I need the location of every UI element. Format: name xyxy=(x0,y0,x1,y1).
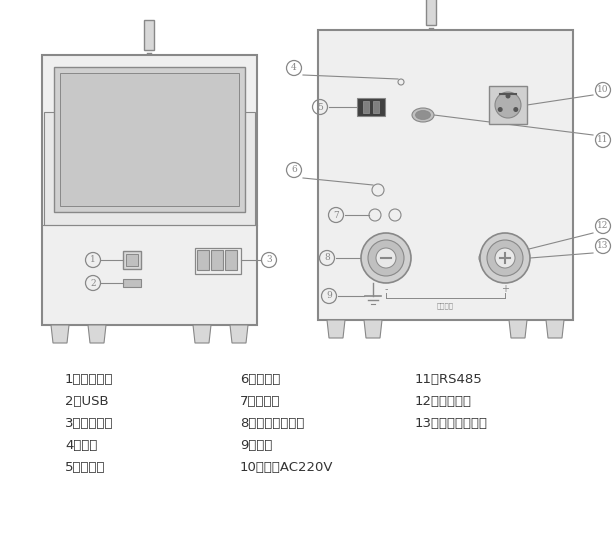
Ellipse shape xyxy=(416,111,430,120)
Text: 放電端子: 放電端子 xyxy=(437,302,454,309)
Polygon shape xyxy=(230,325,248,343)
Circle shape xyxy=(495,248,515,268)
Polygon shape xyxy=(51,325,69,343)
Circle shape xyxy=(498,107,503,112)
Circle shape xyxy=(376,248,396,268)
Text: 2：USB: 2：USB xyxy=(65,395,109,408)
Text: 3：放电开关: 3：放电开关 xyxy=(65,417,114,430)
Bar xyxy=(126,254,138,266)
Text: 9：地线: 9：地线 xyxy=(240,439,273,452)
Polygon shape xyxy=(327,320,345,338)
Text: 8：放电端子负极: 8：放电端子负极 xyxy=(240,417,305,430)
Polygon shape xyxy=(193,325,211,343)
Bar xyxy=(144,20,154,50)
Bar xyxy=(123,279,141,287)
Bar xyxy=(44,112,255,225)
Text: 10：电源AC220V: 10：电源AC220V xyxy=(240,461,333,474)
Bar xyxy=(60,73,239,206)
Text: 10: 10 xyxy=(597,85,608,95)
Text: 12：反接指示: 12：反接指示 xyxy=(415,395,472,408)
Text: 2: 2 xyxy=(90,279,96,287)
Bar xyxy=(318,30,573,320)
Bar xyxy=(357,98,385,116)
Circle shape xyxy=(368,240,404,276)
Bar xyxy=(426,0,436,25)
Bar xyxy=(363,101,369,113)
Bar xyxy=(197,250,209,270)
Circle shape xyxy=(513,107,518,112)
Circle shape xyxy=(361,233,411,283)
Text: 3: 3 xyxy=(266,256,272,265)
Bar xyxy=(373,101,379,113)
Text: 6: 6 xyxy=(291,165,297,175)
Text: 11：RS485: 11：RS485 xyxy=(415,373,483,386)
Text: 5: 5 xyxy=(317,103,323,112)
Bar xyxy=(54,67,245,212)
Circle shape xyxy=(487,240,523,276)
Text: 1: 1 xyxy=(90,256,96,265)
Text: 9: 9 xyxy=(326,292,332,301)
Text: 7: 7 xyxy=(333,211,339,220)
FancyBboxPatch shape xyxy=(42,55,257,325)
Text: -: - xyxy=(384,284,388,294)
Polygon shape xyxy=(546,320,564,338)
Text: 6：总电流: 6：总电流 xyxy=(240,373,281,386)
Text: 4: 4 xyxy=(291,63,297,72)
Text: 8: 8 xyxy=(324,253,330,263)
Text: 5：采集盒: 5：采集盒 xyxy=(65,461,106,474)
Text: 7：总电压: 7：总电压 xyxy=(240,395,281,408)
Text: 11: 11 xyxy=(597,135,608,144)
Bar xyxy=(489,86,527,124)
Circle shape xyxy=(479,251,493,265)
Text: 13: 13 xyxy=(597,242,608,250)
Polygon shape xyxy=(509,320,527,338)
Text: 1：电源开关: 1：电源开关 xyxy=(65,373,114,386)
Bar xyxy=(123,251,141,269)
Polygon shape xyxy=(88,325,106,343)
Text: 4：天线: 4：天线 xyxy=(65,439,98,452)
Text: +: + xyxy=(501,284,509,294)
Text: 13：放电端子正极: 13：放电端子正极 xyxy=(415,417,488,430)
Circle shape xyxy=(480,233,530,283)
Bar xyxy=(225,250,237,270)
Polygon shape xyxy=(364,320,382,338)
Ellipse shape xyxy=(412,108,434,122)
Bar xyxy=(195,248,241,274)
Text: 12: 12 xyxy=(597,221,608,230)
Bar xyxy=(211,250,223,270)
Circle shape xyxy=(505,93,510,98)
Circle shape xyxy=(495,92,521,118)
